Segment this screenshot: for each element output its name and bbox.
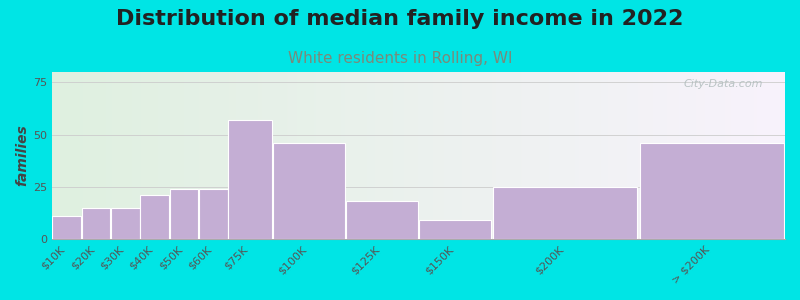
Bar (140, 195, 169, 239)
Bar (419, 220, 491, 239)
Bar (199, 189, 228, 239)
Text: White residents in Rolling, WI: White residents in Rolling, WI (288, 51, 512, 66)
Bar (640, 143, 783, 239)
Bar (82, 208, 110, 239)
Bar (170, 189, 198, 239)
Bar (273, 143, 345, 239)
Y-axis label: families: families (15, 124, 29, 186)
Bar (111, 208, 140, 239)
Bar (346, 202, 418, 239)
Bar (53, 216, 81, 239)
Bar (494, 187, 637, 239)
Text: Distribution of median family income in 2022: Distribution of median family income in … (116, 9, 684, 29)
Text: City-Data.com: City-Data.com (683, 79, 763, 89)
Bar (229, 120, 271, 239)
